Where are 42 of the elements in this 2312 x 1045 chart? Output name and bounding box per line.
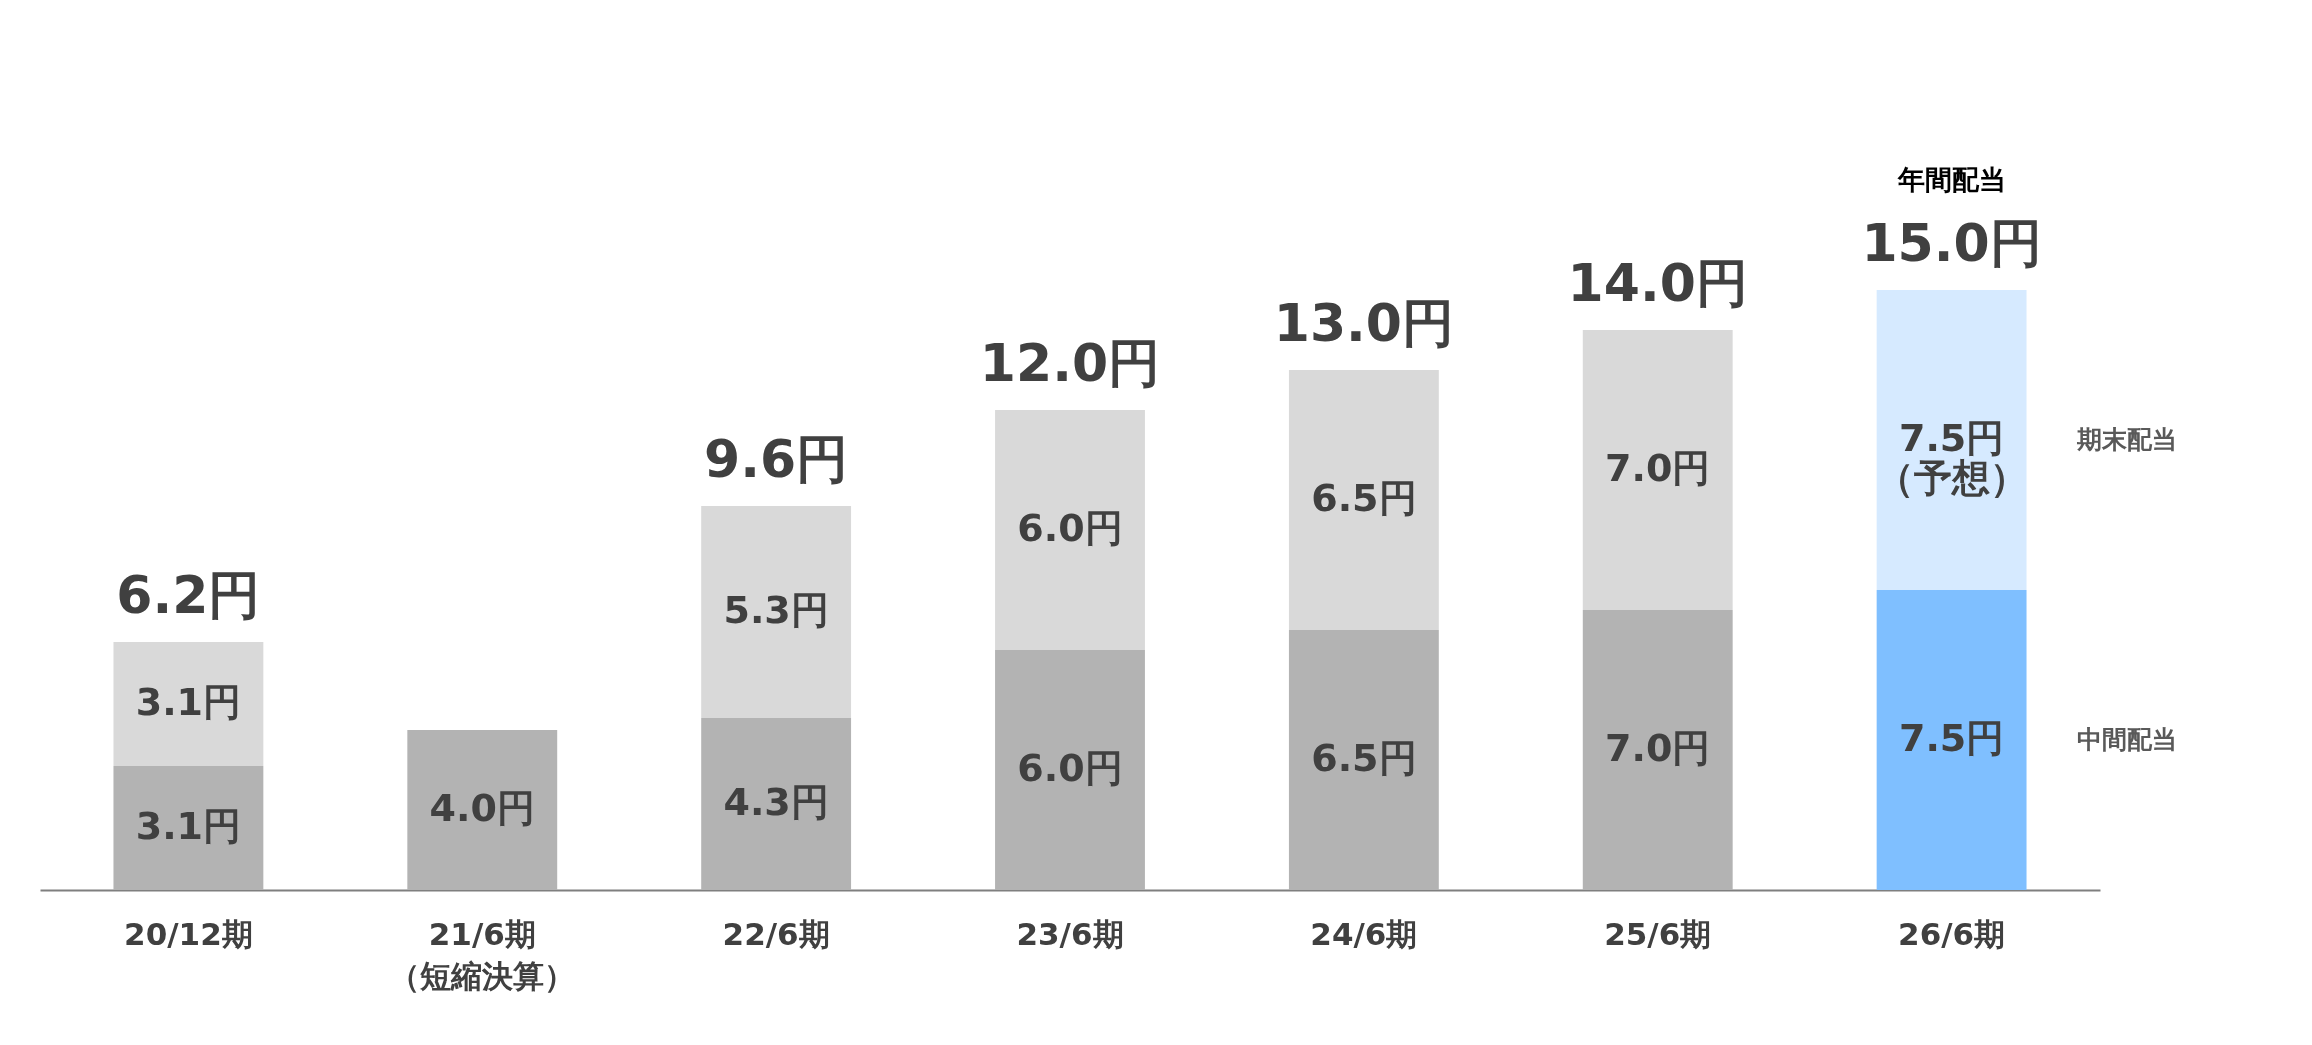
total-label: 15.0円 [1861, 213, 2042, 273]
data-label: 7.0円 [1605, 726, 1711, 770]
bar [701, 718, 852, 890]
bar [113, 642, 264, 766]
data-label: 7.5円 [1898, 716, 2005, 760]
x-tick-label: 26/6期 [1898, 915, 2006, 952]
bar [113, 766, 264, 890]
text: 中間配当 [2076, 725, 2177, 754]
x-tick-label: 20/12期 [124, 915, 253, 952]
bar [1288, 370, 1439, 630]
x-tick-label: 21/6期（短縮決算） [389, 915, 576, 994]
data-label: 5.3円 [723, 588, 829, 632]
total-label: 12.0円 [979, 333, 1161, 393]
x-tick-label: 23/6期 [1016, 915, 1124, 952]
data-label: 6.0円 [1017, 746, 1123, 790]
data-label: 4.0円 [429, 786, 535, 830]
bar [407, 730, 558, 890]
data-label: 7.5円（予想） [1875, 416, 2028, 500]
bar [995, 410, 1145, 650]
bar [1288, 630, 1439, 890]
data-label: 3.1円 [135, 680, 242, 724]
bar [1876, 590, 2027, 890]
x-tick-label: 25/6期 [1604, 915, 1712, 952]
bar [1582, 610, 1733, 890]
text: 期末配当 [2075, 425, 2177, 454]
data-label: 7.0円 [1605, 446, 1711, 490]
total-label: 14.0円 [1567, 253, 1748, 313]
data-label: 3.1円 [135, 804, 242, 848]
bar [1876, 290, 2027, 590]
data-label: 6.0円 [1017, 506, 1123, 550]
x-tick-label: 22/6期 [722, 915, 830, 952]
data-label: 4.3円 [723, 780, 829, 824]
data-label: 6.5円 [1311, 736, 1417, 780]
x-tick-label: 24/6期 [1310, 915, 1418, 952]
total-label: 13.0円 [1273, 293, 1455, 353]
total-label: 6.2円 [116, 565, 261, 625]
bar [701, 506, 852, 718]
bar [995, 650, 1145, 890]
text: 年間配当 [1896, 164, 2006, 195]
data-label: 6.5円 [1311, 476, 1417, 520]
bar [1582, 330, 1733, 610]
total-label: 9.6円 [704, 429, 849, 489]
